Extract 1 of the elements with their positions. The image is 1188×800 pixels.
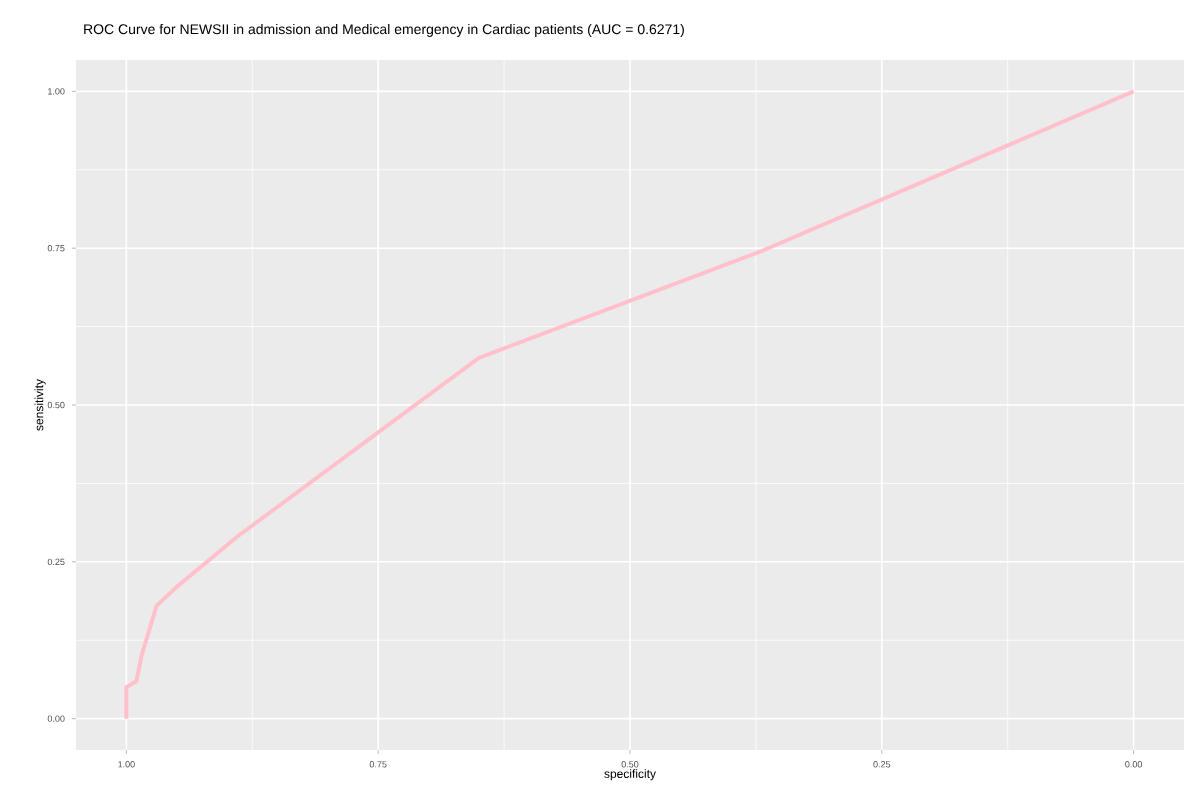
- line-series: [124, 89, 1136, 721]
